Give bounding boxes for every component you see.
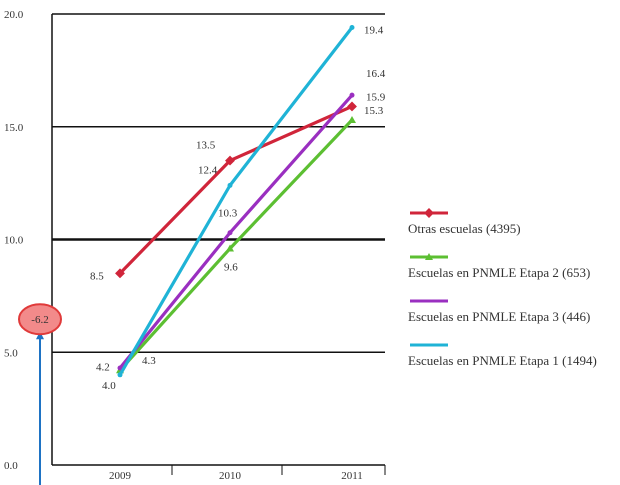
legend-swatch	[410, 299, 448, 303]
data-point	[347, 101, 357, 112]
grid-lines	[52, 13, 385, 354]
annotation-label: -6.2	[31, 314, 48, 326]
series-lines	[115, 25, 357, 378]
legend: Otras escuelas (4395) Escuelas en PNMLE E…	[408, 203, 618, 379]
data-point	[117, 365, 123, 371]
data-point	[226, 244, 234, 252]
data-point	[117, 372, 123, 378]
legend-marker	[424, 208, 434, 218]
data-label: 16.4	[366, 68, 386, 80]
y-tick-label: 0.0	[4, 460, 18, 472]
data-labels: 8.5 13.5 15.9 4.2 9.6 15.3 4.3 10.3 16.4 4.0 12.4 1…	[90, 25, 386, 392]
legend-item: Otras escuelas (4395)	[408, 203, 618, 247]
y-tick-label: 20.0	[4, 9, 24, 21]
y-tick-label: 15.0	[4, 122, 24, 134]
legend-label: Otras escuelas (4395)	[408, 221, 521, 236]
legend-item: Escuelas en PNMLE Etapa 3 (446)	[408, 291, 618, 335]
data-label: 15.9	[366, 91, 386, 103]
data-label: 19.4	[364, 25, 384, 37]
data-point	[225, 155, 235, 166]
data-label: 4.0	[102, 380, 116, 392]
legend-item: Escuelas en PNMLE Etapa 2 (653)	[408, 247, 618, 291]
x-tick-label: 2010	[219, 470, 242, 482]
data-label: 4.3	[142, 355, 156, 367]
y-tick-label: 10.0	[4, 235, 24, 247]
data-label: 4.2	[96, 361, 110, 373]
y-tick-label: 5.0	[4, 347, 18, 359]
legend-label: Escuelas en PNMLE Etapa 3 (446)	[408, 309, 591, 324]
data-label: 8.5	[90, 270, 104, 282]
data-point	[348, 115, 356, 123]
series-line-0	[118, 104, 353, 275]
data-label: 15.3	[364, 105, 384, 117]
data-point	[227, 182, 233, 188]
x-tick-label: 2009	[109, 470, 132, 482]
x-tick-label: 2011	[341, 470, 363, 482]
axes	[51, 14, 386, 475]
data-point	[349, 92, 355, 98]
legend-item: Escuelas en PNMLE Etapa 1 (1494)	[408, 335, 618, 379]
legend-label: Escuelas en PNMLE Etapa 1 (1494)	[408, 353, 597, 368]
data-label: 12.4	[198, 164, 218, 176]
data-label: 10.3	[218, 208, 238, 220]
y-tick-labels: 0.0 5.0 10.0 15.0 20.0	[4, 9, 24, 472]
legend-swatch	[410, 253, 448, 260]
legend-swatch	[410, 208, 448, 218]
data-label: 9.6	[224, 262, 238, 274]
legend-swatch	[410, 343, 448, 347]
data-label: 13.5	[196, 140, 216, 152]
data-point	[227, 230, 233, 236]
data-point	[349, 25, 355, 31]
x-tick-labels: 2009 2010 2011	[109, 470, 363, 482]
series-line-2	[118, 94, 354, 370]
annotation-bubble	[18, 303, 62, 336]
annotation: -6.2	[18, 303, 62, 485]
legend-label: Escuelas en PNMLE Etapa 2 (653)	[408, 265, 591, 280]
legend-marker	[425, 253, 433, 260]
